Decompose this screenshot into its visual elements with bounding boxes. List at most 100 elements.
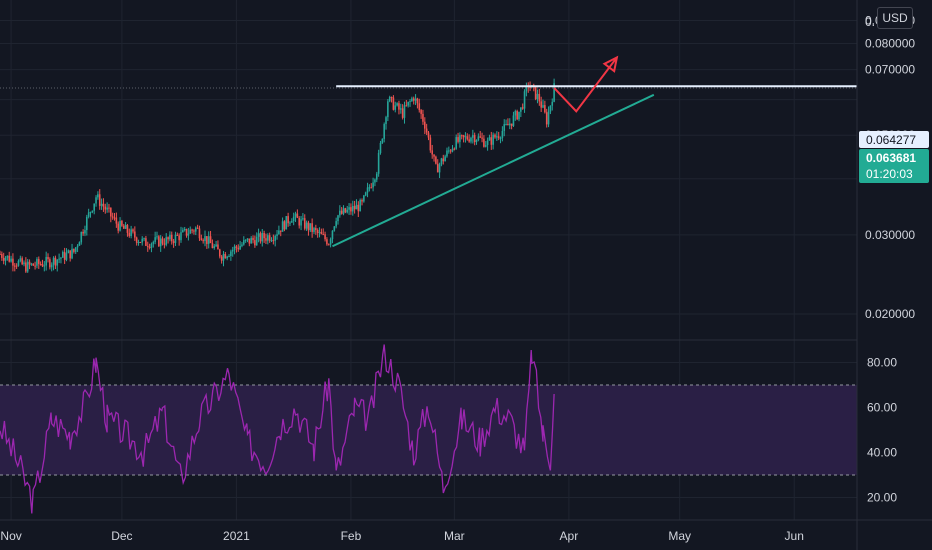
rsi-tick-label: 20.00 — [867, 491, 897, 505]
price-tick-label: 0.070000 — [865, 63, 915, 77]
candle-body — [71, 248, 73, 259]
candle-body — [479, 136, 482, 138]
candle-body — [481, 137, 483, 139]
candle-body — [32, 263, 35, 266]
candle-body — [309, 223, 312, 231]
countdown-label: 01:20:03 — [866, 167, 913, 181]
candle-body — [457, 137, 459, 142]
candle-body — [348, 207, 350, 210]
candle-body — [23, 262, 25, 265]
price-axis-panel[interactable] — [857, 0, 932, 520]
ascending-trendline[interactable] — [332, 93, 655, 248]
candle-body — [401, 108, 404, 118]
candle-body — [152, 241, 155, 244]
candle-body — [411, 98, 413, 102]
candle-body — [241, 244, 243, 246]
candle-body — [307, 222, 310, 231]
candle-body — [224, 254, 227, 259]
candle-body — [494, 134, 496, 138]
candle-body — [496, 136, 498, 138]
candle-body — [318, 232, 321, 234]
candle-body — [82, 231, 84, 234]
last-price-badge — [859, 149, 929, 183]
candle-body — [296, 213, 299, 218]
time-tick-label: Mar — [444, 529, 465, 543]
candle-body — [342, 208, 345, 214]
candle-body — [285, 216, 288, 230]
candle-body — [254, 240, 256, 246]
candle-body — [422, 113, 424, 122]
candle-body — [278, 230, 280, 235]
candle-body — [122, 225, 125, 229]
candle-body — [10, 258, 12, 262]
candle-body — [549, 105, 552, 112]
currency-button[interactable]: USD — [877, 7, 913, 29]
candle-body — [172, 241, 175, 243]
candle-body — [488, 137, 491, 141]
candle-body — [414, 98, 417, 101]
candle-body — [204, 236, 206, 242]
candle-body — [30, 263, 33, 265]
candle-body — [311, 223, 313, 232]
candle-body — [392, 97, 395, 110]
candle-body — [209, 236, 212, 244]
candle-body — [383, 124, 385, 139]
candle-body — [128, 232, 131, 236]
candle-body — [366, 187, 369, 193]
candle-body — [444, 156, 446, 162]
candle-body — [211, 243, 214, 249]
candle-body — [490, 137, 493, 145]
candle-body — [8, 255, 11, 262]
candle-body — [510, 123, 513, 126]
candle-body — [350, 207, 352, 212]
candle-body — [268, 235, 271, 241]
candle-body — [257, 233, 260, 237]
candle-body — [174, 234, 177, 243]
candle-body — [180, 232, 182, 241]
candle-body — [433, 154, 435, 157]
candle-body — [305, 222, 308, 229]
time-axis-ticks[interactable]: Nov Dec 2021 Feb Mar Apr May Jun — [0, 529, 803, 543]
candle-body — [43, 265, 46, 267]
candle-body — [351, 205, 354, 212]
candle-body — [4, 257, 7, 261]
candle-body — [370, 187, 373, 189]
candle-body — [200, 238, 203, 241]
candle-body — [387, 101, 389, 118]
projection-arrow-path[interactable] — [553, 56, 618, 113]
candle-body — [60, 257, 62, 259]
candle-body — [156, 236, 158, 238]
candle-body — [19, 258, 22, 261]
candle-body — [47, 257, 49, 260]
candle-body — [244, 239, 247, 241]
candle-body — [508, 123, 511, 126]
rsi-line — [0, 344, 555, 514]
level-price-badge — [859, 131, 929, 148]
candle-body — [235, 246, 238, 248]
candle-body — [137, 242, 140, 244]
candle-body — [270, 240, 273, 242]
candle-body — [357, 204, 360, 212]
candle-body — [468, 139, 470, 142]
candle-body — [73, 248, 75, 252]
candle-body — [196, 227, 199, 229]
candle-body — [198, 228, 201, 239]
candle-body — [80, 231, 83, 243]
candle-body — [449, 150, 452, 152]
candle-body — [388, 96, 391, 102]
candle-body — [407, 101, 409, 106]
last-price-label: 0.063681 — [866, 151, 916, 165]
candle-body — [486, 140, 489, 146]
candle-body — [141, 238, 144, 243]
candle-body — [462, 135, 465, 138]
candle-body — [207, 236, 210, 244]
candle-body — [17, 260, 20, 266]
candle-body — [65, 253, 68, 260]
candle-body — [501, 130, 504, 138]
candle-body — [475, 140, 478, 143]
rsi-tick-label: 40.00 — [867, 446, 897, 460]
candle-body — [431, 150, 433, 155]
candle-body — [134, 231, 136, 238]
candle-body — [102, 203, 105, 207]
